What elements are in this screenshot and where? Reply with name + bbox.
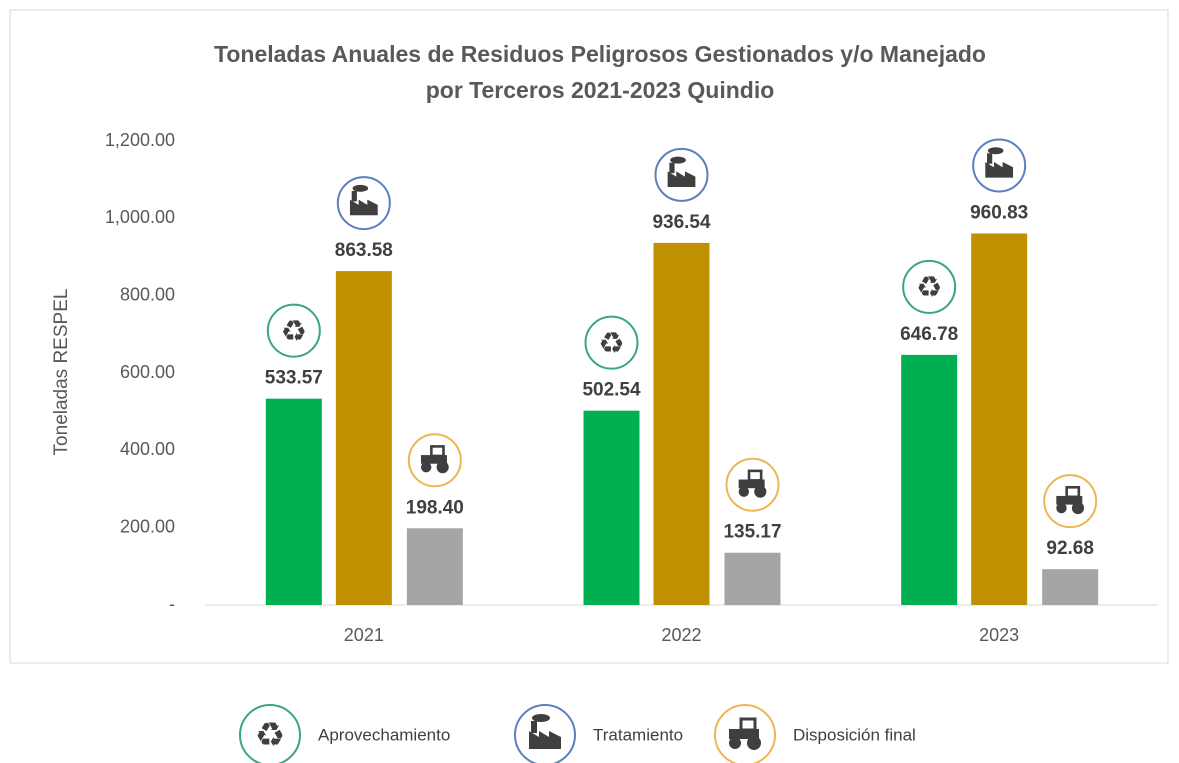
y-tick-label: 1,000.00 bbox=[105, 207, 175, 227]
icon-ring bbox=[514, 704, 576, 763]
bar bbox=[406, 528, 463, 605]
icon-glyph bbox=[985, 162, 1014, 178]
icon bbox=[725, 457, 780, 512]
icon-glyph bbox=[352, 184, 369, 192]
y-tick-label: 1,200.00 bbox=[105, 130, 175, 150]
icon-glyph bbox=[729, 729, 759, 739]
x-tick-label: 2022 bbox=[661, 625, 701, 645]
icon-glyph bbox=[747, 469, 763, 482]
data-label: 135.17 bbox=[723, 522, 781, 543]
icon-glyph bbox=[987, 147, 1004, 155]
chart-title: Toneladas Anuales de Residuos Peligrosos… bbox=[214, 41, 986, 67]
y-tick-label: - bbox=[169, 594, 175, 614]
data-label: 960.83 bbox=[970, 202, 1028, 223]
x-tick-label: 2021 bbox=[344, 625, 384, 645]
icon-glyph bbox=[729, 737, 741, 749]
icon-glyph bbox=[670, 156, 686, 164]
icon-glyph bbox=[529, 731, 561, 749]
icon: ♻ bbox=[266, 303, 321, 358]
data-label: 502.54 bbox=[582, 380, 641, 401]
bar bbox=[1042, 569, 1099, 605]
icon-ring bbox=[239, 704, 301, 763]
icon-glyph bbox=[531, 721, 537, 733]
icon bbox=[407, 433, 462, 488]
bar bbox=[971, 233, 1028, 605]
icon-glyph bbox=[430, 445, 445, 458]
icon bbox=[514, 704, 576, 763]
data-label: 936.54 bbox=[652, 212, 711, 233]
icon-glyph bbox=[1056, 495, 1083, 505]
x-tick-label: 2023 bbox=[979, 625, 1019, 645]
icon bbox=[972, 138, 1027, 193]
icon-glyph: ♻ bbox=[255, 716, 285, 756]
icon: ♻ bbox=[902, 259, 957, 314]
icon-glyph bbox=[349, 199, 378, 216]
icon-ring bbox=[266, 303, 321, 358]
icon bbox=[1043, 474, 1098, 529]
icon-glyph bbox=[754, 485, 767, 498]
data-label: 863.58 bbox=[335, 240, 393, 261]
legend-label: Aprovechamiento bbox=[318, 725, 450, 744]
icon-glyph bbox=[747, 736, 761, 750]
bar bbox=[724, 552, 781, 605]
chart-title: por Terceros 2021-2023 Quindio bbox=[426, 77, 775, 103]
bar bbox=[583, 410, 640, 605]
icon-glyph bbox=[420, 455, 447, 464]
icon-glyph bbox=[738, 479, 765, 489]
bar bbox=[265, 398, 322, 605]
icon-glyph bbox=[351, 190, 357, 202]
icon-glyph bbox=[1056, 502, 1067, 514]
y-tick-label: 600.00 bbox=[120, 362, 175, 382]
icon-glyph bbox=[436, 461, 449, 474]
icon: ♻ bbox=[239, 704, 301, 763]
icon-glyph: ♻ bbox=[281, 314, 307, 348]
bar bbox=[335, 271, 392, 605]
y-axis-label: Toneladas RESPEL bbox=[51, 289, 72, 456]
data-label: 646.78 bbox=[900, 324, 958, 345]
icon-ring bbox=[584, 315, 639, 370]
y-tick-label: 200.00 bbox=[120, 516, 175, 536]
icon-glyph: ♻ bbox=[916, 270, 942, 304]
icon-ring bbox=[902, 259, 957, 314]
icon-glyph bbox=[987, 153, 993, 164]
icon-glyph: ♻ bbox=[598, 326, 624, 360]
icon-glyph bbox=[669, 162, 675, 174]
data-label: 198.40 bbox=[406, 497, 464, 518]
legend-label: Tratamiento bbox=[593, 725, 683, 744]
bar bbox=[653, 242, 710, 605]
icon-glyph bbox=[1071, 502, 1085, 515]
icon-glyph bbox=[420, 462, 432, 473]
data-label: 92.68 bbox=[1046, 538, 1094, 559]
bar bbox=[901, 354, 958, 605]
y-tick-label: 400.00 bbox=[120, 439, 175, 459]
icon-glyph bbox=[1065, 485, 1081, 499]
icon bbox=[714, 704, 776, 763]
icon bbox=[336, 176, 391, 231]
icon-glyph bbox=[532, 714, 550, 722]
icon-glyph bbox=[739, 717, 757, 732]
icon: ♻ bbox=[584, 315, 639, 370]
icon-glyph bbox=[667, 171, 696, 188]
data-label: 533.57 bbox=[265, 368, 323, 389]
legend-label: Disposición final bbox=[793, 725, 916, 744]
icon bbox=[654, 147, 709, 202]
y-tick-label: 800.00 bbox=[120, 284, 175, 304]
icon-glyph bbox=[738, 486, 750, 497]
